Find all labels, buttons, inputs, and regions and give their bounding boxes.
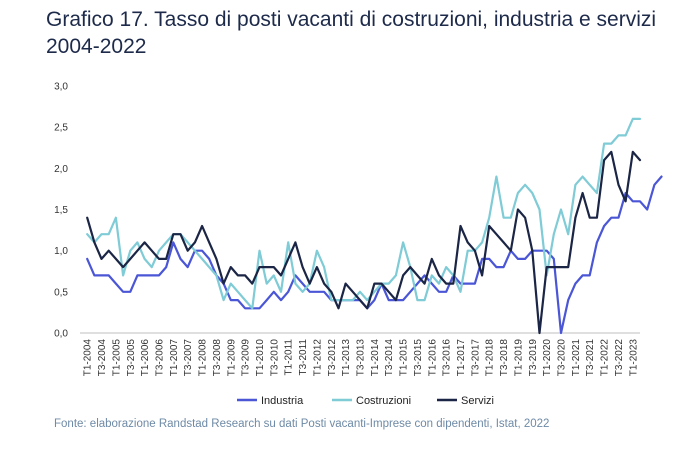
y-tick-label: 1,0 xyxy=(54,246,68,257)
x-tick-label: T1-2009 xyxy=(226,339,237,377)
x-tick-label: T3-2021 xyxy=(585,339,596,377)
x-tick-label: T1-2017 xyxy=(456,339,467,377)
y-tick-label: 0,0 xyxy=(54,329,68,340)
x-tick-label: T1-2010 xyxy=(255,339,266,377)
x-tick-label: T1-2008 xyxy=(198,339,209,377)
x-tick-label: T1-2015 xyxy=(399,339,410,377)
x-tick-label: T1-2012 xyxy=(312,339,323,377)
x-tick-label: T3-2012 xyxy=(327,339,338,377)
x-tick-label: T3-2017 xyxy=(470,339,481,377)
x-tick-label: T1-2004 xyxy=(83,339,94,377)
series-line-industria xyxy=(86,175,663,335)
legend-label-costruzioni: Costruzioni xyxy=(356,395,411,407)
x-tick-label: T1-2019 xyxy=(513,339,524,377)
x-tick-label: T3-2009 xyxy=(241,339,252,377)
x-tick-label: T1-2016 xyxy=(427,339,438,377)
series-line-servizi xyxy=(86,150,642,335)
x-tick-label: T1-2005 xyxy=(111,339,122,377)
chart-title: Grafico 17. Tasso di posti vacanti di co… xyxy=(46,8,657,58)
x-tick-label: T3-2005 xyxy=(126,339,137,377)
y-tick-label: 0,5 xyxy=(54,287,68,298)
source-note: Fonte: elaborazione Randstad Research su… xyxy=(54,418,550,430)
x-tick-label: T3-2013 xyxy=(356,339,367,377)
x-tick-label: T3-2022 xyxy=(614,339,625,377)
x-tick-label: T3-2016 xyxy=(442,339,453,377)
legend-label-industria: Industria xyxy=(261,395,304,407)
x-tick-label: T3-2019 xyxy=(528,339,539,377)
x-tick-label: T3-2007 xyxy=(183,339,194,377)
x-tick-label: T3-2011 xyxy=(298,339,309,376)
x-tick-label: T3-2004 xyxy=(97,339,108,377)
y-tick-label: 1,5 xyxy=(54,205,68,216)
series-line-costruzioni xyxy=(86,117,642,310)
y-tick-label: 2,0 xyxy=(54,164,68,175)
x-tick-label: T3-2008 xyxy=(212,339,223,377)
x-tick-label: T1-2013 xyxy=(341,339,352,377)
x-tick-label: T3-2018 xyxy=(499,339,510,377)
x-tick-label: T3-2014 xyxy=(384,339,395,377)
x-tick-label: T3-2015 xyxy=(413,339,424,377)
x-tick-label: T1-2006 xyxy=(140,339,151,377)
x-tick-label: T1-2020 xyxy=(542,339,553,377)
y-tick-label: 2,5 xyxy=(54,123,68,134)
x-tick-label: T3-2020 xyxy=(557,339,568,377)
legend-label-servizi: Servizi xyxy=(461,395,494,407)
x-tick-label: T1-2014 xyxy=(370,339,381,377)
y-tick-label: 3,0 xyxy=(54,82,68,93)
x-tick-label: T1-2011 xyxy=(284,339,295,376)
x-tick-label: T1-2022 xyxy=(600,339,611,377)
x-tick-label: T3-2010 xyxy=(269,339,280,377)
x-tick-label: T3-2006 xyxy=(154,339,165,377)
x-tick-label: T1-2007 xyxy=(169,339,180,377)
x-tick-label: T1-2018 xyxy=(485,339,496,377)
x-tick-label: T1-2023 xyxy=(628,339,639,377)
x-tick-label: T1-2021 xyxy=(571,339,582,377)
